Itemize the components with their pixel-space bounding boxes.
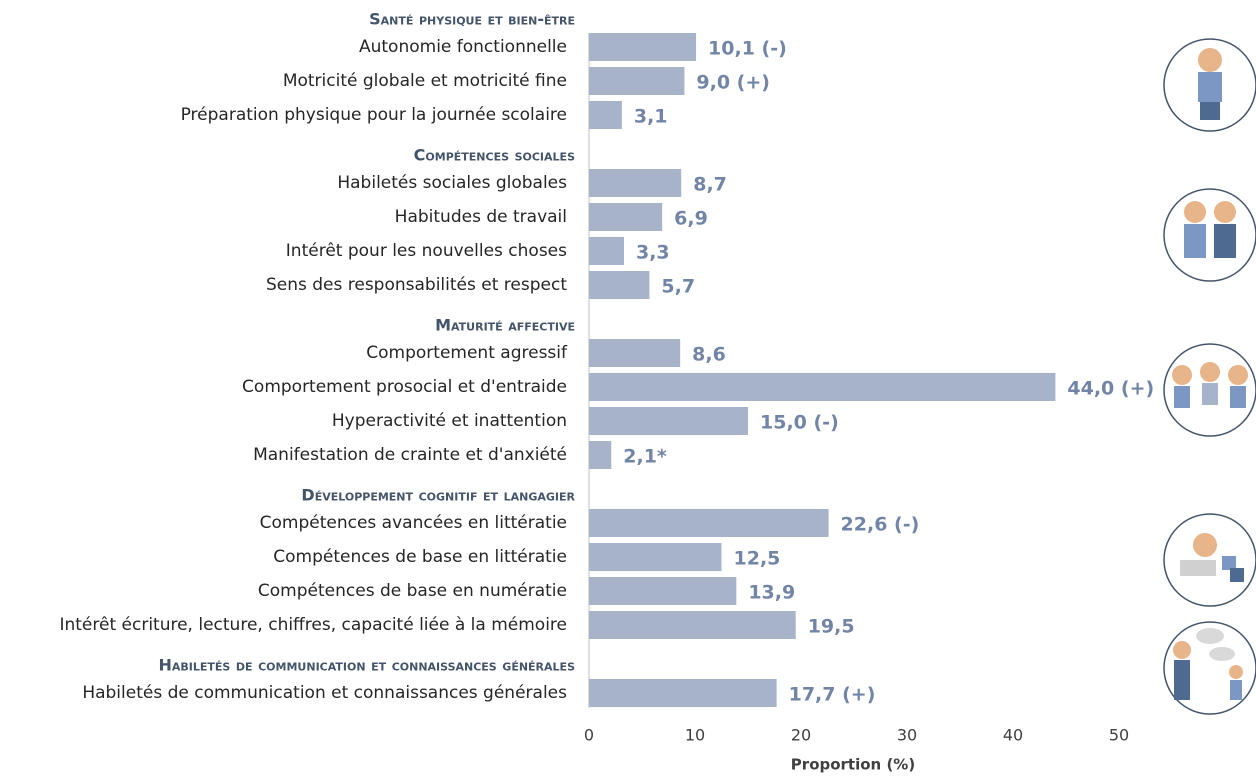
bar xyxy=(589,339,681,367)
icon-head xyxy=(1193,533,1217,557)
category-label: Habiletés sociales globales xyxy=(337,173,567,193)
value-label: 12,5 xyxy=(734,548,781,570)
category-label: Hyperactivité et inattention xyxy=(332,411,567,431)
bar xyxy=(589,271,650,299)
x-tick-label: 40 xyxy=(1003,726,1023,745)
bar xyxy=(589,203,663,231)
icon-circle xyxy=(1163,513,1256,607)
category-label: Habitudes de travail xyxy=(395,207,567,227)
category-label: Manifestation de crainte et d'anxiété xyxy=(253,445,567,465)
icon-head xyxy=(1214,201,1236,223)
value-label: 3,1 xyxy=(634,106,668,128)
value-label: 8,6 xyxy=(692,344,726,366)
bar xyxy=(589,611,796,639)
icon-head xyxy=(1229,665,1243,679)
x-axis-title: Proportion (%) xyxy=(791,756,915,774)
icon-block xyxy=(1222,556,1236,570)
group-title: Maturité affective xyxy=(435,316,575,335)
icon-circle xyxy=(1163,188,1256,282)
category-label: Compétences de base en numératie xyxy=(258,581,567,601)
value-label: 10,1 (-) xyxy=(708,38,787,60)
icon-head xyxy=(1200,362,1220,382)
value-label: 44,0 (+) xyxy=(1067,378,1154,400)
value-label: 2,1* xyxy=(623,446,667,468)
bar xyxy=(589,169,682,197)
category-label: Comportement agressif xyxy=(366,343,568,363)
category-label: Sens des responsabilités et respect xyxy=(266,275,567,295)
x-tick-label: 20 xyxy=(791,726,811,745)
category-label: Habiletés de communication et connaissan… xyxy=(82,683,567,703)
bar xyxy=(589,373,1056,401)
icon-body xyxy=(1230,386,1246,408)
icon-body xyxy=(1230,680,1242,700)
x-tick-label: 10 xyxy=(685,726,705,745)
category-label: Intérêt pour les nouvelles choses xyxy=(286,241,567,261)
icon-body xyxy=(1174,386,1190,408)
bar xyxy=(589,679,777,707)
bar xyxy=(589,509,829,537)
bar xyxy=(589,237,624,265)
x-tick-label: 0 xyxy=(584,726,594,745)
group-title: Développement cognitif et langagier xyxy=(301,486,575,505)
x-tick-label: 50 xyxy=(1109,726,1129,745)
bar xyxy=(589,67,685,95)
value-label: 9,0 (+) xyxy=(696,72,770,94)
value-label: 5,7 xyxy=(661,276,695,298)
value-label: 13,9 xyxy=(748,582,795,604)
bar xyxy=(589,543,722,571)
icon-bubble xyxy=(1209,647,1235,661)
icon-circle xyxy=(1163,343,1256,437)
bar xyxy=(589,33,697,61)
value-label: 6,9 xyxy=(674,208,708,230)
icon-legs xyxy=(1200,102,1220,120)
icon-head xyxy=(1173,641,1191,659)
value-label: 3,3 xyxy=(636,242,670,264)
bar xyxy=(589,101,622,129)
category-label: Préparation physique pour la journée sco… xyxy=(181,105,567,125)
icon-body xyxy=(1184,224,1206,258)
group-title: Habiletés de communication et connaissan… xyxy=(158,656,575,675)
icon-body xyxy=(1174,660,1190,700)
icon-book xyxy=(1180,560,1216,576)
bar xyxy=(589,441,612,469)
icon-head xyxy=(1228,365,1248,385)
icon-body xyxy=(1214,224,1236,258)
category-label: Comportement prosocial et d'entraide xyxy=(242,377,567,397)
value-label: 8,7 xyxy=(693,174,727,196)
icon-block xyxy=(1230,568,1244,582)
icons xyxy=(1163,38,1256,715)
icon-bubble xyxy=(1196,628,1224,644)
category-label: Motricité globale et motricité fine xyxy=(283,71,567,91)
icon-circle xyxy=(1163,621,1256,715)
icon-head xyxy=(1172,365,1192,385)
category-label: Intérêt écriture, lecture, chiffres, cap… xyxy=(59,615,567,635)
value-label: 17,7 (+) xyxy=(789,684,876,706)
group-title: Compétences sociales xyxy=(414,146,575,165)
icon-head xyxy=(1198,48,1222,72)
group-title: Santé physique et bien-être xyxy=(369,10,575,29)
value-label: 15,0 (-) xyxy=(760,412,839,434)
bar xyxy=(589,407,748,435)
icon-circle xyxy=(1163,38,1256,132)
value-label: 22,6 (-) xyxy=(841,514,920,536)
bar xyxy=(589,577,737,605)
category-label: Compétences avancées en littératie xyxy=(260,513,567,533)
category-label: Compétences de base en littératie xyxy=(273,547,567,567)
icon-body xyxy=(1202,383,1218,405)
category-label: Autonomie fonctionnelle xyxy=(359,37,567,57)
x-tick-label: 30 xyxy=(897,726,917,745)
icon-head xyxy=(1184,201,1206,223)
value-label: 19,5 xyxy=(808,616,855,638)
icon-body xyxy=(1198,72,1222,102)
